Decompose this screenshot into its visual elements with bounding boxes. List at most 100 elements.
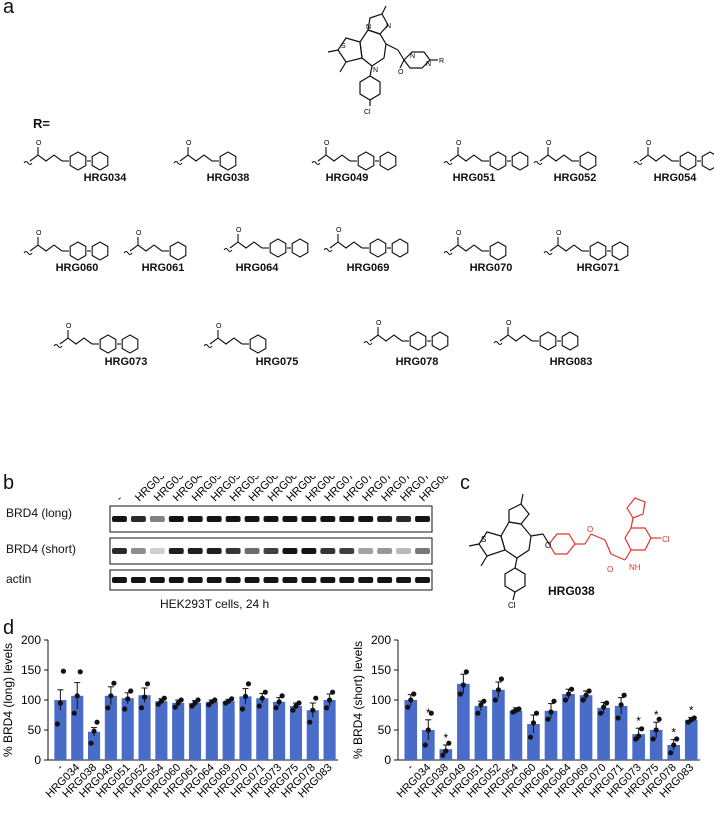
data-point xyxy=(54,721,61,727)
bar xyxy=(222,701,235,760)
band xyxy=(130,516,146,522)
data-point xyxy=(653,727,659,733)
y-tick-label: 200 xyxy=(371,633,391,647)
attachment-bond xyxy=(23,250,33,256)
y-tick-label: 150 xyxy=(21,663,41,677)
data-point xyxy=(276,699,282,705)
data-point xyxy=(94,719,100,725)
band xyxy=(301,548,317,554)
data-point xyxy=(457,691,463,697)
compound-label: HRG070 xyxy=(469,262,513,274)
band xyxy=(358,577,374,583)
data-point xyxy=(411,691,417,697)
aryl-ring xyxy=(69,241,87,261)
data-point xyxy=(279,693,285,699)
data-point xyxy=(105,705,111,711)
aryl-ring xyxy=(511,151,529,171)
significance-mark: * xyxy=(443,731,448,745)
atom-label: S xyxy=(481,535,486,544)
data-point xyxy=(428,710,434,716)
bar xyxy=(579,695,593,760)
data-point xyxy=(551,698,557,704)
aryl-ring xyxy=(369,238,387,258)
atom-label: Cl xyxy=(364,109,371,115)
significance-mark: * xyxy=(636,714,641,728)
aryl-ring xyxy=(679,151,697,171)
data-point xyxy=(125,696,131,702)
data-point xyxy=(57,700,64,706)
data-point xyxy=(405,704,411,710)
band xyxy=(263,577,279,583)
atom-label: Cl xyxy=(662,535,670,544)
atom-label: O xyxy=(186,140,192,147)
data-point xyxy=(290,707,296,713)
y-tick-label: 150 xyxy=(371,663,391,677)
aryl-ring xyxy=(91,151,109,171)
bar xyxy=(421,730,435,760)
significance-mark: * xyxy=(689,703,694,717)
band xyxy=(244,516,260,522)
data-point xyxy=(545,716,551,722)
y-tick-label: 0 xyxy=(34,753,41,767)
compound-label: HRG073 xyxy=(104,356,148,368)
bar xyxy=(121,698,134,760)
data-point xyxy=(408,697,414,703)
data-point xyxy=(195,697,201,703)
band xyxy=(377,516,393,522)
atom-label: O xyxy=(506,320,512,327)
aryl-ring xyxy=(701,151,714,171)
band xyxy=(206,516,222,522)
data-point xyxy=(262,689,268,695)
bar xyxy=(306,710,319,760)
band xyxy=(130,548,146,554)
data-point xyxy=(565,691,572,697)
data-point xyxy=(326,697,333,703)
data-point xyxy=(323,705,330,711)
atom-label: O xyxy=(236,227,242,234)
band xyxy=(301,516,317,522)
attachment-bond xyxy=(173,160,183,166)
linker-bond xyxy=(59,337,93,345)
y-tick-label: 0 xyxy=(384,753,391,767)
atom-label: O xyxy=(556,230,562,237)
atom-label: O xyxy=(398,69,404,76)
aryl-ring xyxy=(99,334,117,354)
aryl-ring xyxy=(379,151,397,171)
atom-label: O xyxy=(607,565,613,574)
data-point xyxy=(615,715,621,721)
band xyxy=(377,548,393,554)
band xyxy=(112,548,127,554)
data-point xyxy=(425,727,431,733)
atom-label: O xyxy=(646,140,652,147)
compound-label: HRG075 xyxy=(255,356,299,368)
compound-label: HRG071 xyxy=(576,262,620,274)
r-group-label: R= xyxy=(33,116,50,131)
bar xyxy=(172,703,185,760)
hrg038-label: HRG038 xyxy=(548,584,595,598)
data-point xyxy=(527,734,534,740)
blot-caption: HEK293T cells, 24 h xyxy=(160,597,270,611)
band xyxy=(149,516,165,522)
data-point xyxy=(440,752,446,758)
band xyxy=(396,516,412,522)
bar xyxy=(323,700,336,760)
western-blot: - HRG034HRG038HRG049HRG051HRG052HRG054HRG… xyxy=(109,476,455,591)
band xyxy=(206,577,222,583)
row-label-actin: actin xyxy=(6,572,32,586)
linker-bond xyxy=(369,334,403,342)
bar xyxy=(439,749,453,760)
data-point xyxy=(671,742,677,748)
band xyxy=(225,548,241,554)
data-point xyxy=(161,695,167,701)
bar xyxy=(188,703,202,760)
data-point xyxy=(259,695,265,701)
panel-label-a: a xyxy=(3,0,15,18)
attachment-bond xyxy=(323,247,333,253)
aryl-ring xyxy=(91,241,109,261)
atom-label: O xyxy=(36,230,42,237)
data-point xyxy=(668,750,674,756)
linker-bond xyxy=(179,154,213,162)
data-point xyxy=(307,719,313,725)
compound-label: HRG069 xyxy=(346,262,390,274)
